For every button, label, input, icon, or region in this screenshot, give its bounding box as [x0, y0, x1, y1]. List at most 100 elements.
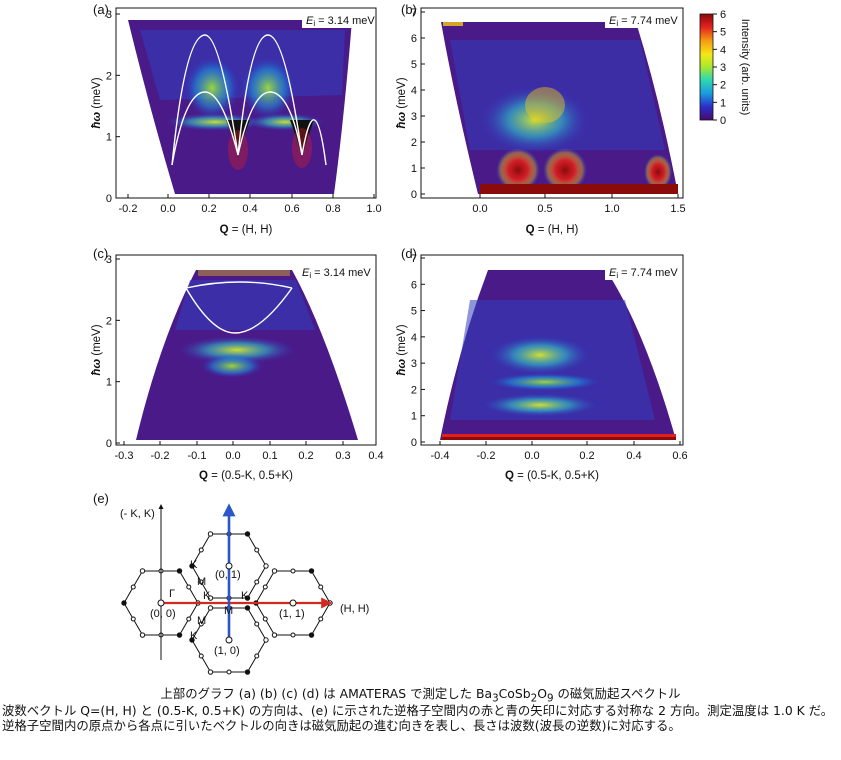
panel-b-y-ticks: 0 1 2 3 4 5 6 7 — [411, 7, 425, 201]
m-point — [254, 547, 260, 553]
panel-c-top-edge — [198, 270, 290, 276]
m-point — [198, 653, 204, 659]
k-label-2: K — [203, 590, 211, 602]
k-point — [308, 632, 315, 638]
m-point — [186, 616, 192, 622]
m-point — [254, 653, 260, 659]
panel-d-label: (d) — [401, 246, 417, 261]
panel-c-dispersion — [185, 281, 293, 334]
x-tick-label: 0.6 — [284, 203, 299, 215]
panel-c-x-ticks: -0.3 -0.2 -0.1 0.0 0.1 0.2 0.3 0.4 — [115, 441, 384, 462]
panel-d-glow-1 — [488, 335, 592, 375]
x-tick-label: 1.5 — [670, 203, 685, 215]
m-point — [198, 621, 204, 627]
k-point — [244, 595, 251, 601]
x-tick-label: 1.0 — [366, 203, 381, 215]
panel-d-glow-2 — [487, 373, 603, 391]
gamma-point — [157, 599, 165, 607]
k-point — [139, 568, 146, 574]
y-tick-label: 2 — [106, 315, 112, 327]
x-tick-label: -0.4 — [431, 450, 450, 462]
panel-c-x-label: Q = (0.5-K, 0.5+K) — [199, 470, 293, 482]
svg-text:Ei = 7.74 meV: Ei = 7.74 meV — [609, 15, 678, 28]
panel-a-red-2 — [292, 128, 312, 168]
panel-b-glow-center — [480, 86, 590, 154]
y-tick-label: 2 — [411, 137, 417, 149]
k-point — [263, 563, 269, 569]
svg-text:Ei = 7.74 meV: Ei = 7.74 meV — [609, 267, 678, 280]
y-tick-label: 7 — [411, 7, 417, 19]
y-tick-label: 3 — [411, 111, 417, 123]
x-tick-label: 0.0 — [524, 450, 539, 462]
colorbar-tick-label: 1 — [720, 97, 726, 109]
x-tick-label: -0.2 — [119, 203, 138, 215]
panel-a-label: (a) — [93, 2, 109, 17]
panel-c-y-label: ħω (meV) — [91, 324, 103, 375]
panel-a-dispersion-upper — [171, 34, 327, 166]
m-point — [198, 579, 204, 585]
y-tick-label: 0 — [106, 438, 112, 450]
panel-b-glow-peak — [525, 87, 565, 123]
k-label-4: K — [190, 630, 198, 642]
svg-text:Ei = 3.14 meV: Ei = 3.14 meV — [302, 267, 371, 280]
y-tick-label: 0 — [106, 193, 112, 205]
panel-c-band-lower — [200, 354, 264, 378]
m-label-2: M — [224, 605, 233, 617]
panel-c-y-ticks: 0 1 2 3 — [106, 254, 120, 450]
y-tick-label: 2 — [411, 384, 417, 396]
panel-d-x-label: Q = (0.5-K, 0.5+K) — [505, 470, 599, 482]
k-label-1: K — [190, 559, 198, 571]
colorbar: 6 5 4 3 2 1 0 Intensity (arb. units) — [699, 9, 751, 127]
colorbar-tick-label: 5 — [720, 27, 726, 39]
m-label-1: M — [197, 576, 206, 588]
point-10-label: (1, 0) — [214, 645, 240, 657]
m-point — [318, 584, 324, 590]
m-point — [262, 616, 268, 622]
colorbar-label: Intensity (arb. units) — [739, 19, 751, 116]
k-point — [244, 531, 251, 537]
x-tick-label: -0.2 — [477, 450, 496, 462]
m-point — [130, 584, 136, 590]
k-point — [176, 568, 183, 574]
panel-e-label: (e) — [93, 491, 109, 506]
point-10 — [225, 636, 233, 644]
panel-a-ei-box: Ei = 3.14 meV — [302, 10, 375, 28]
y-tick-label: 7 — [411, 253, 417, 265]
panel-a-y-ticks: 0 1 2 3 — [106, 9, 120, 205]
m-point — [226, 669, 232, 675]
y-axis-label: (- K, K) — [120, 508, 155, 520]
panel-d: (d) Ei = 7.74 meV -0.4 -0.2 0.0 0.2 0.4 0.6 0… — [396, 246, 688, 482]
y-tick-label: 3 — [411, 358, 417, 370]
x-tick-label: 0.3 — [335, 450, 350, 462]
panel-b-red-1 — [496, 148, 540, 192]
x-tick-label: -0.2 — [151, 450, 170, 462]
y-tick-label: 0 — [411, 189, 417, 201]
k-point — [207, 531, 214, 537]
panel-c-band-upper — [177, 336, 297, 364]
y-tick-label: 1 — [411, 411, 417, 423]
x-tick-label: 0.0 — [225, 450, 240, 462]
panel-d-ei-box: Ei = 7.74 meV — [605, 262, 681, 280]
x-tick-label: 0.2 — [201, 203, 216, 215]
panel-b-ei-box: Ei = 7.74 meV — [605, 10, 681, 28]
x-tick-label: 0.0 — [160, 203, 175, 215]
panel-c-ei-box: Ei = 3.14 meV — [298, 262, 372, 280]
panel-d-elastic-core — [442, 437, 676, 440]
point-01 — [225, 562, 233, 570]
m-label-3: M — [197, 615, 206, 627]
point-11 — [289, 599, 297, 607]
y-tick-label: 4 — [411, 332, 417, 344]
colorbar-tick-label: 6 — [720, 9, 726, 21]
colorbar-ticks: 6 5 4 3 2 1 0 — [713, 9, 726, 127]
panel-b-x-ticks: 0.0 0.5 1.0 1.5 — [472, 194, 686, 215]
y-tick-label: 6 — [411, 33, 417, 45]
x-tick-label: -0.3 — [115, 450, 134, 462]
x-axis-label: (H, H) — [340, 603, 369, 615]
k-point — [308, 568, 315, 574]
m-point — [130, 616, 136, 622]
y-tick-label: 2 — [106, 70, 112, 82]
k-point — [263, 637, 269, 643]
panel-a-x-label: Q = (H, H) — [220, 224, 273, 236]
colorbar-gradient — [699, 13, 714, 121]
panel-b-red-2 — [543, 148, 587, 192]
